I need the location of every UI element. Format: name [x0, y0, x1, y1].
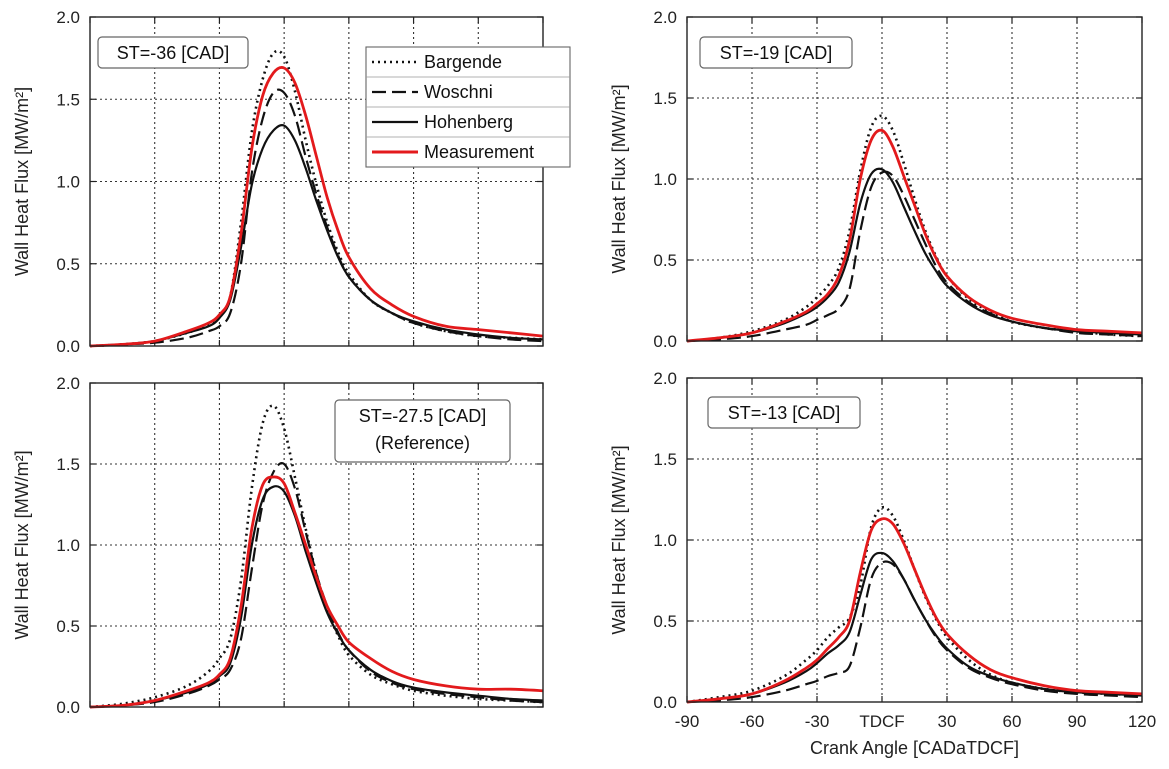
annotation-text: ST=-27.5 [CAD] [359, 406, 487, 426]
plot-frame [89, 16, 544, 347]
legend-entry-measurement: Measurement [424, 142, 534, 162]
y-axis-label: Wall Heat Flux [MW/m²] [12, 450, 32, 639]
y-tick-label: 1.5 [653, 89, 677, 108]
series-line-measurement [686, 128, 1143, 343]
panel-4: 0.0 0.5 1.0 1.5 2.0 -90 -60 -30 TDCF 30 60 90 120 Cra… [609, 369, 1156, 758]
x-tick-label: -60 [740, 712, 765, 731]
annotation-box [707, 396, 861, 429]
y-tick-label: 0.0 [56, 337, 80, 356]
x-tick-label: -30 [805, 712, 830, 731]
y-tick-label: 2.0 [56, 374, 80, 393]
y-tick-label: 1.5 [56, 455, 80, 474]
y-axis-label: Wall Heat Flux [MW/m²] [609, 84, 629, 273]
y-tick-label: 0.5 [653, 251, 677, 270]
annotation-box [334, 399, 511, 463]
plot-frame [89, 382, 544, 708]
series-line-measurement [89, 66, 544, 348]
legend-entry-bargende: Bargende [424, 52, 502, 72]
panel-3: 0.0 0.5 1.0 1.5 2.0 Wall Heat Flux [MW/m²] ST=… [609, 8, 1143, 351]
y-tick-label: 1.0 [56, 536, 80, 555]
y-axis-label: Wall Heat Flux [MW/m²] [12, 87, 32, 276]
x-axis-label: Crank Angle [CADaTDCF] [810, 738, 1019, 758]
series-line-hohenberg [89, 124, 544, 348]
series-line-bargende [89, 49, 544, 348]
series-line-woschni [89, 462, 544, 709]
y-tick-label: 0.0 [653, 332, 677, 351]
y-tick-label: 1.0 [56, 173, 80, 192]
y-tick-label: 0.0 [653, 693, 677, 712]
plot-frame [686, 377, 1143, 703]
series-line-hohenberg [686, 167, 1143, 343]
y-tick-label: 1.5 [56, 90, 80, 109]
y-tick-label: 0.5 [56, 617, 80, 636]
legend-entry-woschni: Woschni [424, 82, 493, 102]
y-tick-label: 2.0 [653, 8, 677, 27]
y-tick-label: 1.0 [653, 170, 677, 189]
series-line-woschni [686, 560, 1143, 704]
annotation-box [97, 36, 249, 69]
annotation-text: (Reference) [375, 433, 470, 453]
series-line-measurement [89, 475, 544, 709]
y-tick-label: 0.5 [56, 255, 80, 274]
annotation-text: ST=-13 [CAD] [728, 403, 841, 423]
series-line-measurement [686, 517, 1143, 704]
x-tick-label: TDCF [859, 712, 904, 731]
panel-2: 0.0 0.5 1.0 1.5 2.0 Wall Heat Flux [MW/m²] ST=… [12, 374, 544, 717]
x-tick-label: -90 [675, 712, 700, 731]
y-tick-label: 2.0 [56, 8, 80, 27]
y-tick-label: 1.5 [653, 450, 677, 469]
series-line-bargende [686, 505, 1143, 704]
y-tick-label: 0.0 [56, 698, 80, 717]
plot-frame [686, 16, 1143, 342]
series-line-hohenberg [686, 551, 1143, 704]
y-tick-label: 0.5 [653, 612, 677, 631]
x-tick-label: 30 [938, 712, 957, 731]
series-line-woschni [89, 88, 544, 348]
y-tick-label: 1.0 [653, 531, 677, 550]
x-tick-label: 90 [1068, 712, 1087, 731]
legend: Bargende Woschni Hohenberg Measurement [365, 46, 571, 168]
x-tick-label: 120 [1128, 712, 1156, 731]
annotation-text: ST=-36 [CAD] [117, 43, 230, 63]
annotation-box [699, 36, 853, 69]
series-line-hohenberg [89, 485, 544, 709]
panel-1: 0.0 0.5 1.0 1.5 2.0 Wall Heat Flux [MW/m²] ST=… [12, 8, 544, 356]
y-tick-label: 2.0 [653, 369, 677, 388]
annotation-text: ST=-19 [CAD] [720, 43, 833, 63]
legend-entry-hohenberg: Hohenberg [424, 112, 513, 132]
y-axis-label: Wall Heat Flux [MW/m²] [609, 445, 629, 634]
x-tick-label: 60 [1003, 712, 1022, 731]
